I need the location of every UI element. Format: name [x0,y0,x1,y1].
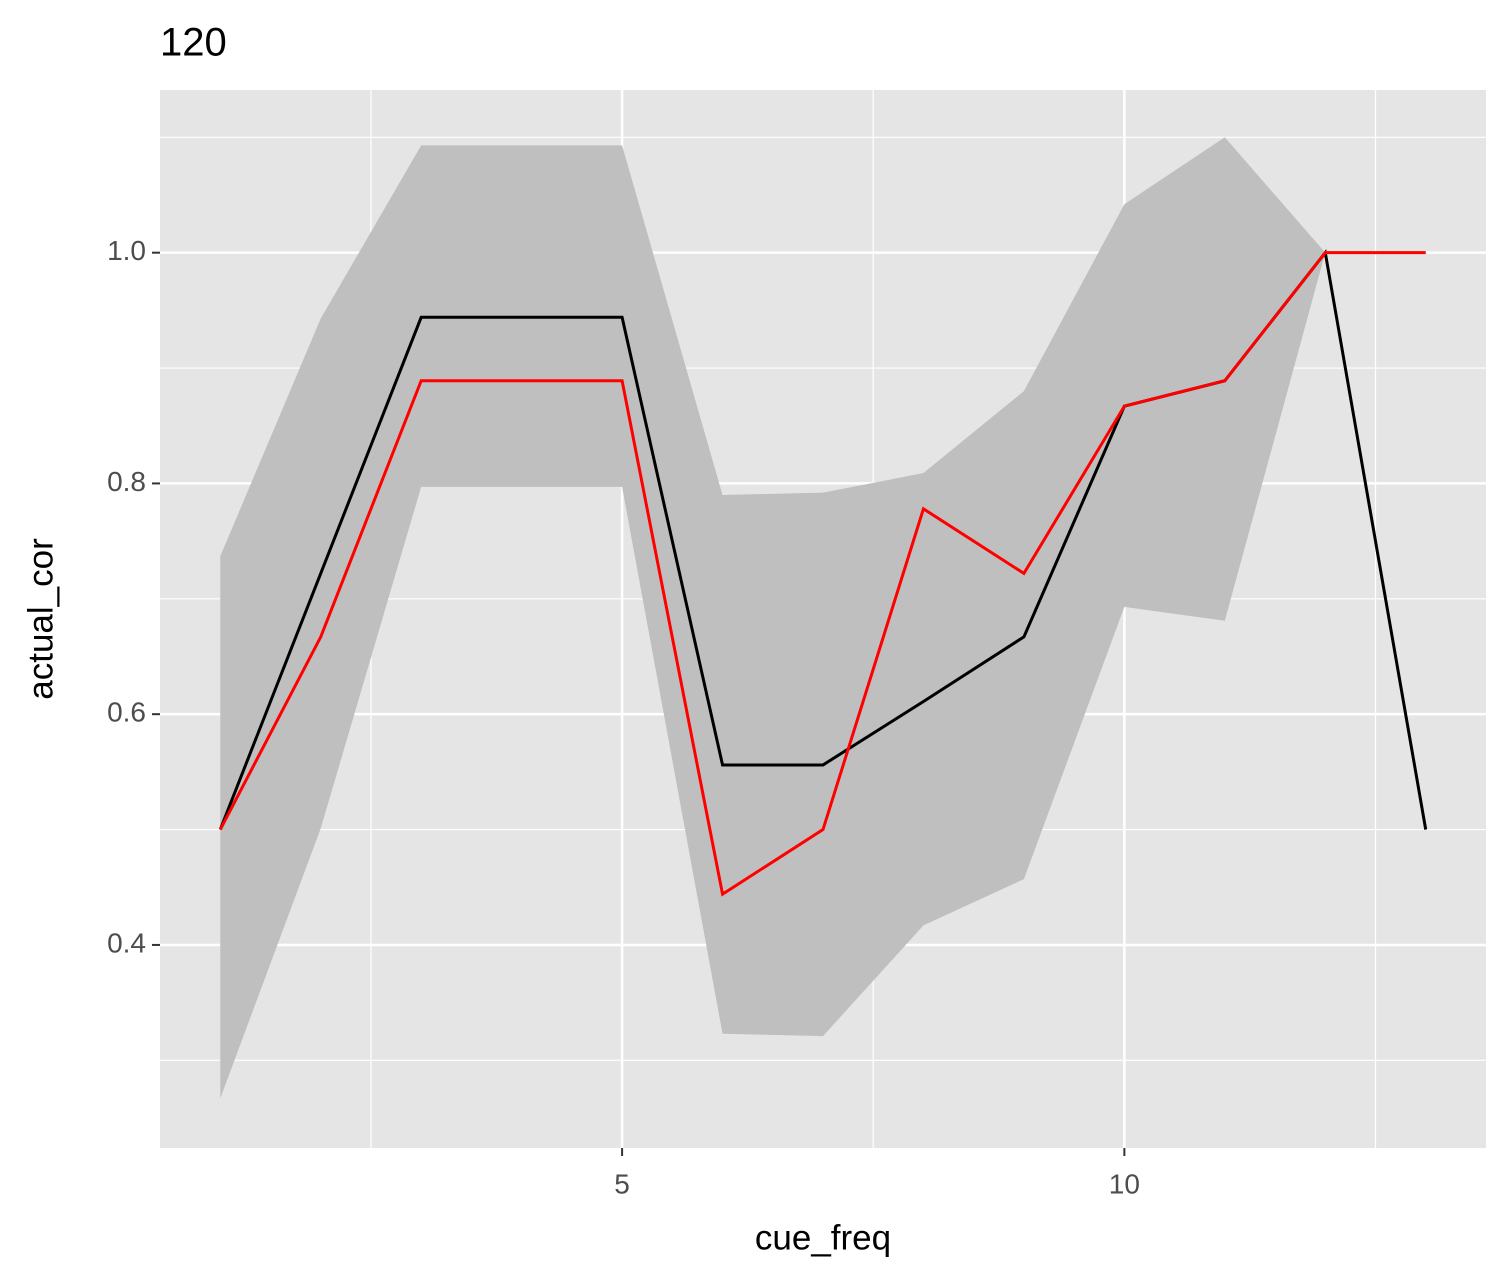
x-tick-label: 10 [1109,1168,1140,1199]
x-tick-label: 5 [614,1168,630,1199]
y-tick-label: 1.0 [107,235,146,266]
chart-title: 120 [160,21,227,65]
y-tick-label: 0.8 [107,466,146,497]
y-axis-label: actual_cor [21,538,60,700]
confidence-ribbon [220,137,1326,1099]
line [218,251,1426,897]
x-axis-label: cue_freq [755,1218,891,1257]
y-tick-label: 0.6 [107,697,146,728]
y-tick-label: 0.4 [107,927,146,958]
